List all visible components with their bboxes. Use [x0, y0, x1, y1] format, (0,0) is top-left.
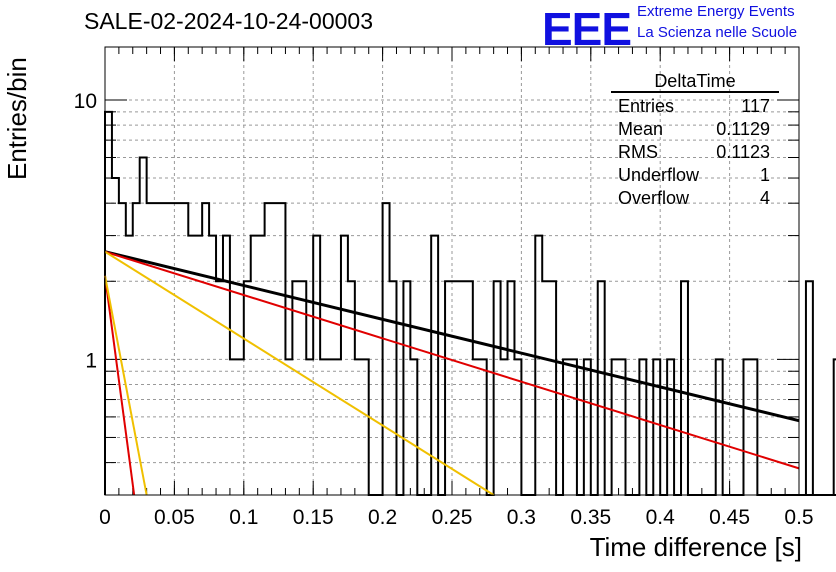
- x-tick-label: 0.4: [646, 506, 676, 529]
- eee-logo: EEE: [542, 3, 632, 55]
- fit-line: [104, 250, 800, 423]
- x-tick-label: 0.25: [432, 506, 473, 529]
- stats-row-mean: Mean 0.1129: [611, 118, 779, 141]
- stats-value: 0.1129: [716, 119, 770, 139]
- stats-box: DeltaTime Entries 117 Mean 0.1129 RMS 0.112…: [611, 71, 779, 210]
- stats-value: 117: [741, 96, 770, 116]
- stats-label: Overflow: [618, 188, 690, 208]
- stats-label: Mean: [618, 119, 664, 139]
- stats-title: DeltaTime: [611, 71, 779, 93]
- x-tick-label: 0.35: [570, 506, 611, 529]
- stats-row-entries: Entries 117: [611, 95, 779, 118]
- x-tick-label: 0.1: [229, 506, 258, 529]
- stats-value: 0.1123: [716, 142, 770, 162]
- x-tick-label: 0.05: [154, 506, 195, 529]
- fit-line: [104, 250, 495, 496]
- stats-value: 4: [759, 188, 770, 208]
- fit-line: [104, 275, 148, 496]
- fit-line: [104, 275, 136, 496]
- x-tick-label: 0.5: [784, 506, 813, 529]
- stats-row-rms: RMS 0.1123: [611, 141, 779, 164]
- x-axis-label: Time difference [s]: [589, 532, 802, 562]
- stats-label: Underflow: [618, 165, 700, 185]
- logo-line-2: La Scienza nelle Scuole: [637, 24, 798, 41]
- x-tick-label: 0.15: [293, 506, 334, 529]
- y-tick-label: 1: [85, 349, 97, 372]
- stats-label: Entries: [618, 96, 675, 116]
- y-axis-label: Entries/bin: [2, 57, 32, 180]
- stats-value: 1: [759, 165, 770, 185]
- histogram-bars: [104, 110, 836, 496]
- plot-frame: [104, 46, 800, 496]
- x-tick-label: 0: [99, 506, 111, 529]
- y-tick-label: 10: [74, 90, 97, 113]
- x-tick-label: 0.45: [709, 506, 750, 529]
- stats-row-underflow: Underflow 1: [611, 164, 779, 187]
- x-tick-label: 0.2: [368, 506, 397, 529]
- stats-row-overflow: Overflow 4: [611, 187, 779, 210]
- x-tick-label: 0.3: [507, 506, 536, 529]
- fit-line: [104, 250, 800, 470]
- logo-line-1: Extreme Energy Events: [637, 3, 795, 20]
- chart-title: SALE-02-2024-10-24-00003: [84, 8, 373, 34]
- stats-label: RMS: [618, 142, 658, 162]
